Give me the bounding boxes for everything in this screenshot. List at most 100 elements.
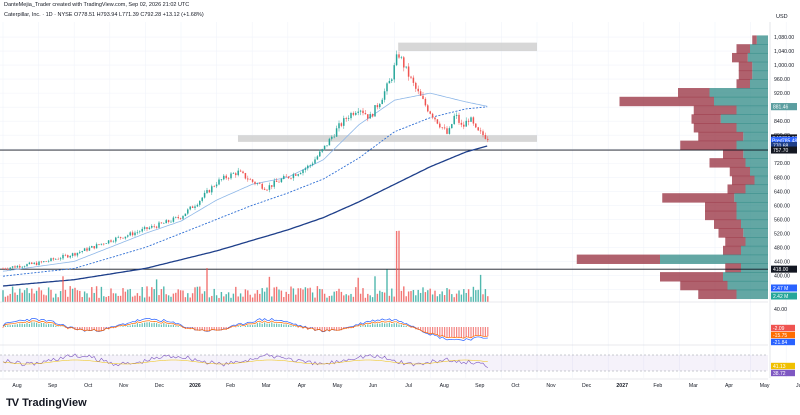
macd-hist-bar — [400, 324, 402, 327]
candle-body — [443, 127, 446, 129]
macd-hist-bar — [295, 326, 297, 327]
macd-hist-bar — [175, 326, 177, 327]
volume-bar — [2, 290, 4, 302]
volume-bar — [374, 276, 376, 302]
volume-bar — [340, 291, 343, 302]
macd-hist-bar — [40, 322, 42, 327]
candle-body — [299, 173, 302, 175]
macd-hist-bar — [24, 324, 26, 327]
candle-body — [403, 57, 405, 68]
volume-bar — [273, 287, 275, 302]
macd-hist-bar — [38, 324, 40, 327]
x-tick-label: 2027 — [616, 383, 628, 389]
macd-hist-bar — [338, 327, 340, 331]
candle-body — [139, 231, 141, 233]
candle-body — [484, 135, 487, 139]
vp-sell-bar — [732, 52, 748, 63]
volume-bar — [357, 277, 359, 302]
candle-body — [172, 217, 175, 222]
volume-bar — [218, 297, 220, 302]
macd-tag-value: -21.84 — [773, 340, 787, 346]
volume-bar — [388, 295, 391, 302]
volume-bar — [338, 288, 340, 302]
vp-sell-bar — [752, 35, 757, 45]
macd-hist-bar — [446, 327, 448, 338]
price-axis[interactable]: 360.00400.00440.00480.00520.00560.00600.… — [769, 22, 798, 378]
volume-bar — [242, 296, 244, 302]
rsi-tag — [771, 362, 795, 370]
candle-body — [386, 83, 388, 92]
volume-bar — [146, 286, 148, 302]
macd-hist-bar — [364, 324, 366, 327]
macd-hist-bar — [220, 327, 222, 331]
macd-hist-bar — [163, 323, 165, 327]
macd-tag-value: -2.09 — [773, 326, 785, 332]
tradingview-logo[interactable]: TV TradingView — [6, 397, 87, 409]
macd-hist-bar — [199, 327, 201, 331]
volume-bar — [405, 296, 407, 302]
volume-bar — [43, 294, 45, 302]
volume-bar — [196, 286, 199, 302]
candle-body — [379, 104, 381, 108]
volume-bar — [215, 295, 218, 302]
candle-body — [261, 183, 263, 189]
zone-box — [237, 135, 537, 142]
candle-body — [439, 123, 441, 128]
vp-sell-bar — [723, 149, 744, 159]
volume-bar — [134, 295, 136, 302]
candle-body — [455, 114, 458, 116]
macd-hist-bar — [100, 327, 102, 332]
candle-body — [179, 218, 182, 219]
candle-body — [371, 114, 374, 117]
y-tick-label: 640.00 — [774, 189, 790, 195]
vp-buy-bar — [709, 88, 768, 98]
volume-bar — [107, 296, 110, 302]
volume-bar — [155, 279, 158, 302]
volume-bar — [292, 288, 295, 302]
candle-body — [412, 77, 415, 83]
candle-body — [326, 145, 328, 146]
candle-body — [76, 252, 79, 256]
volume-bar — [453, 297, 455, 302]
time-axis[interactable]: Aug Sep Oct Nov Dec 2026 Feb Mar Apr May Jun Jul Aug… — [0, 378, 800, 389]
volume-bar — [314, 297, 316, 302]
candle-body — [268, 185, 271, 190]
vp-sell-bar — [718, 228, 744, 238]
candle-body — [359, 110, 362, 112]
candle-body — [81, 251, 83, 252]
price-tag-value: 881.46 — [773, 105, 789, 111]
candle-body — [2, 268, 4, 270]
vp-buy-bar — [736, 210, 768, 221]
macd-hist-bar — [122, 326, 124, 327]
horizontal-levels — [0, 149, 768, 270]
author-line: DanteMejia_Trader created with TradingVi… — [4, 2, 190, 8]
candle-body — [470, 117, 472, 122]
vp-sell-bar — [680, 140, 737, 151]
macd-hist-bar — [386, 323, 388, 327]
candle-body — [191, 206, 194, 208]
price-tag — [771, 141, 797, 149]
volume-bar — [424, 292, 427, 302]
macd-hist-bar — [477, 327, 479, 336]
x-tick-label: Mar — [689, 383, 698, 389]
volume-bar — [261, 288, 263, 302]
vp-buy-bar — [736, 289, 768, 300]
macd-hist-bar — [88, 327, 90, 332]
candle-body — [47, 260, 50, 262]
macd-hist-bar — [340, 327, 342, 331]
macd-hist-bar — [470, 327, 472, 338]
macd-hist-bar — [31, 322, 33, 327]
y-tick-label: 560.00 — [774, 217, 790, 223]
volume-bar — [225, 294, 227, 302]
macd-hist-bar — [170, 325, 172, 327]
candle-body — [477, 127, 479, 131]
volume-bar — [165, 294, 167, 302]
x-tick-label: Aug — [440, 383, 449, 389]
candle-body — [33, 262, 35, 264]
volume-bar — [203, 291, 206, 302]
volume-bar — [470, 296, 472, 302]
volume-bar — [7, 295, 9, 302]
macd-hist-bar — [213, 327, 215, 331]
volume-bar — [309, 287, 311, 302]
